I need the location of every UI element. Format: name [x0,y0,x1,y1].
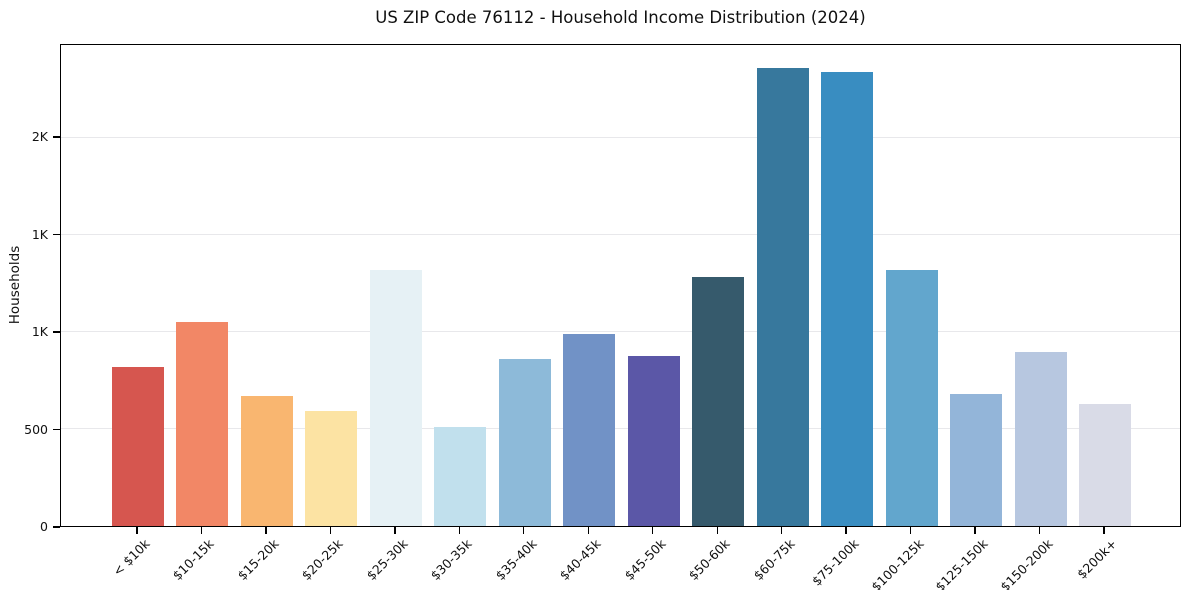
x-tick-mark [523,526,525,534]
bar [756,67,809,526]
x-tick-mark [716,526,718,534]
gridline [61,136,1180,138]
y-tick-label: 1K [31,324,48,340]
bar [821,71,874,526]
bar [950,394,1003,526]
x-tick-mark [587,526,589,534]
x-tick-label: $30-35k [427,536,475,584]
y-tick-mark [53,136,60,138]
x-tick-mark [652,526,654,534]
bar [305,410,358,526]
x-tick-mark [458,526,461,534]
y-tick-label: 0 [40,519,48,534]
x-tick-label: < $10k [109,536,153,579]
bar [369,269,422,526]
bar [692,276,745,526]
y-axis-title: Households [7,245,23,325]
x-tick-label: $50-60k [685,536,733,584]
x-tick-label: $20-25k [298,536,346,584]
bar [627,356,680,526]
x-tick-mark [265,526,267,534]
bar [112,366,164,526]
x-tick-mark [136,526,138,534]
x-tick-mark [200,526,203,534]
x-tick-label: $40-45k [556,536,604,584]
y-tick-mark [53,331,60,333]
x-tick-mark [909,526,912,534]
bar [885,269,938,526]
x-tick-mark [780,526,783,534]
gridline [61,427,1180,429]
x-tick-mark [974,526,976,534]
x-tick-label: $15-20k [234,536,282,584]
x-tick-label: $35-40k [492,536,540,584]
y-tick-label: 500 [24,421,48,437]
bar [1079,403,1131,526]
x-tick-label: $100-125k [867,536,927,590]
x-tick-mark [329,526,332,534]
y-tick-mark [53,526,60,528]
y-tick-mark [53,233,60,236]
x-tick-mark [845,526,847,534]
x-tick-label: $25-30k [363,536,411,584]
x-tick-label: $75-100k [809,536,862,589]
bar [434,427,487,526]
gridline [61,330,1180,332]
x-tick-label: $10-15k [170,536,218,584]
x-tick-mark [1038,526,1041,534]
y-tick-label: 2K [31,129,48,145]
plot-area [60,44,1181,527]
gridline [61,233,1180,235]
bar [176,322,229,526]
bar [498,359,551,526]
bar [240,395,293,526]
x-tick-mark [394,526,396,534]
y-tick-label: 1K [31,226,48,242]
x-tick-label: $150-200k [996,536,1056,590]
x-tick-label: $125-150k [932,536,991,590]
x-tick-mark [1103,526,1105,534]
bar [1014,352,1067,526]
x-tick-label: $60-75k [750,536,798,584]
x-tick-label: $200k+ [1073,536,1120,582]
chart-title: US ZIP Code 76112 - Household Income Dis… [375,8,866,27]
y-tick-mark [53,428,60,431]
bar [563,333,616,526]
x-tick-label: $45-50k [621,536,669,584]
